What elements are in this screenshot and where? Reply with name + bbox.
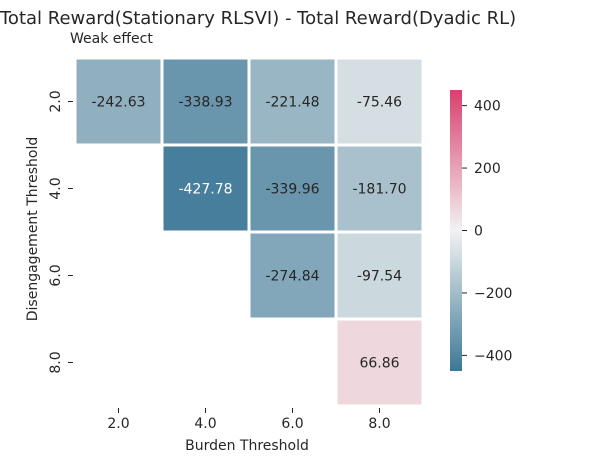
colorbar (450, 90, 462, 371)
x-tick-label: 4.0 (194, 416, 216, 432)
y-axis-label: Disengagement Threshold (25, 137, 41, 321)
cell-value-label: -221.48 (265, 95, 319, 111)
x-tick-labels: 2.0 4.0 6.0 8.0 (107, 408, 391, 432)
cell-value-label: -427.78 (178, 182, 232, 198)
x-tick-label: 8.0 (368, 416, 390, 432)
y-tick-labels: 2.0 4.0 6.0 8.0 (48, 90, 73, 374)
y-tick-label: 4.0 (48, 177, 64, 199)
chart-subtitle: Weak effect (70, 31, 153, 47)
colorbar-tick-label: 0 (474, 224, 483, 240)
heatmap-cell (163, 59, 248, 144)
y-tick-label: 6.0 (48, 264, 64, 286)
heatmap-cell (337, 233, 422, 318)
heatmap-cells: -242.63 -338.93 -221.48 -75.46 -427.78 -339.9… (76, 59, 422, 405)
heatmap-cell (337, 146, 422, 231)
cell-value-label: -75.46 (357, 95, 402, 111)
cell-value-label: -339.96 (265, 182, 319, 198)
colorbar-tick-label: −400 (474, 348, 512, 364)
heatmap-cell (337, 59, 422, 144)
cell-value-label: -242.63 (91, 95, 145, 111)
colorbar-tick-label: 200 (474, 161, 501, 177)
colorbar-tick-label: 400 (474, 99, 501, 115)
cell-value-label: -97.54 (357, 269, 402, 285)
heatmap-cell (163, 146, 248, 231)
cell-value-label: -338.93 (178, 95, 232, 111)
x-tick-label: 2.0 (107, 416, 129, 432)
heatmap-cell (250, 146, 335, 231)
y-tick-label: 8.0 (48, 351, 64, 373)
heatmap-cell (250, 233, 335, 318)
x-axis-label: Burden Threshold (185, 438, 309, 454)
heatmap-cell (337, 320, 422, 405)
cell-value-label: 66.86 (359, 356, 399, 372)
x-tick-label: 6.0 (281, 416, 303, 432)
heatmap-cell (250, 59, 335, 144)
colorbar-tick-label: −200 (474, 286, 512, 302)
chart-title: Total Reward(Stationary RLSVI) - Total R… (0, 8, 516, 29)
cell-value-label: -274.84 (265, 269, 319, 285)
y-tick-label: 2.0 (48, 90, 64, 112)
heatmap-cell (76, 59, 161, 144)
cell-value-label: -181.70 (352, 182, 406, 198)
colorbar-ticks: 400 200 0 −200 −400 (462, 99, 512, 364)
